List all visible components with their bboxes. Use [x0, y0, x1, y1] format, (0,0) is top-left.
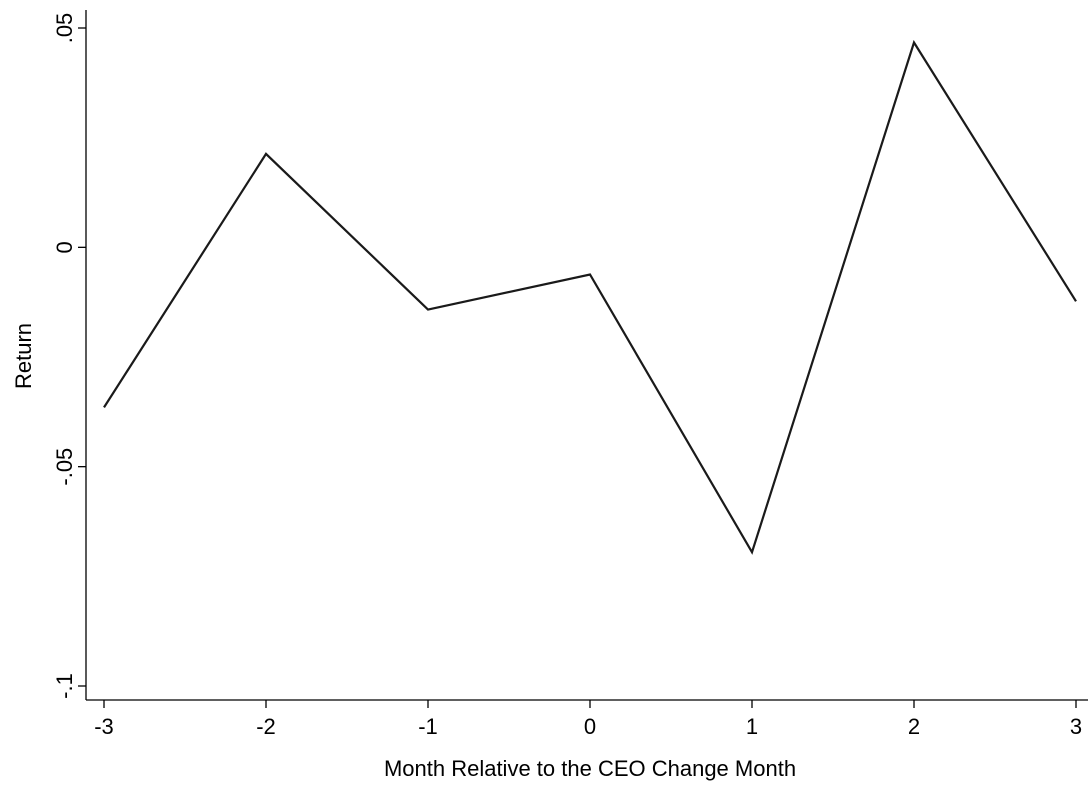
x-tick-label: 1	[746, 714, 758, 739]
axes	[85, 10, 1088, 701]
y-tick-label: -.05	[52, 448, 77, 486]
y-axis-title: Return	[11, 323, 36, 389]
series-line	[103, 39, 1077, 555]
y-axis-ticks: -.1 -.05 0 .05	[52, 13, 86, 699]
series-lines	[103, 39, 1077, 555]
y-tick-label: -.1	[52, 673, 77, 699]
y-tick-label: 0	[52, 241, 77, 253]
x-tick-label: -3	[94, 714, 114, 739]
x-axis-title: Month Relative to the CEO Change Month	[384, 756, 796, 781]
x-tick-label: 3	[1070, 714, 1082, 739]
x-tick-label: 0	[584, 714, 596, 739]
x-axis-ticks: -3 -2 -1 0 1 2 3	[94, 700, 1082, 739]
x-tick-label: -1	[418, 714, 438, 739]
y-tick-label: .05	[52, 13, 77, 44]
x-tick-label: 2	[908, 714, 920, 739]
x-tick-label: -2	[256, 714, 276, 739]
